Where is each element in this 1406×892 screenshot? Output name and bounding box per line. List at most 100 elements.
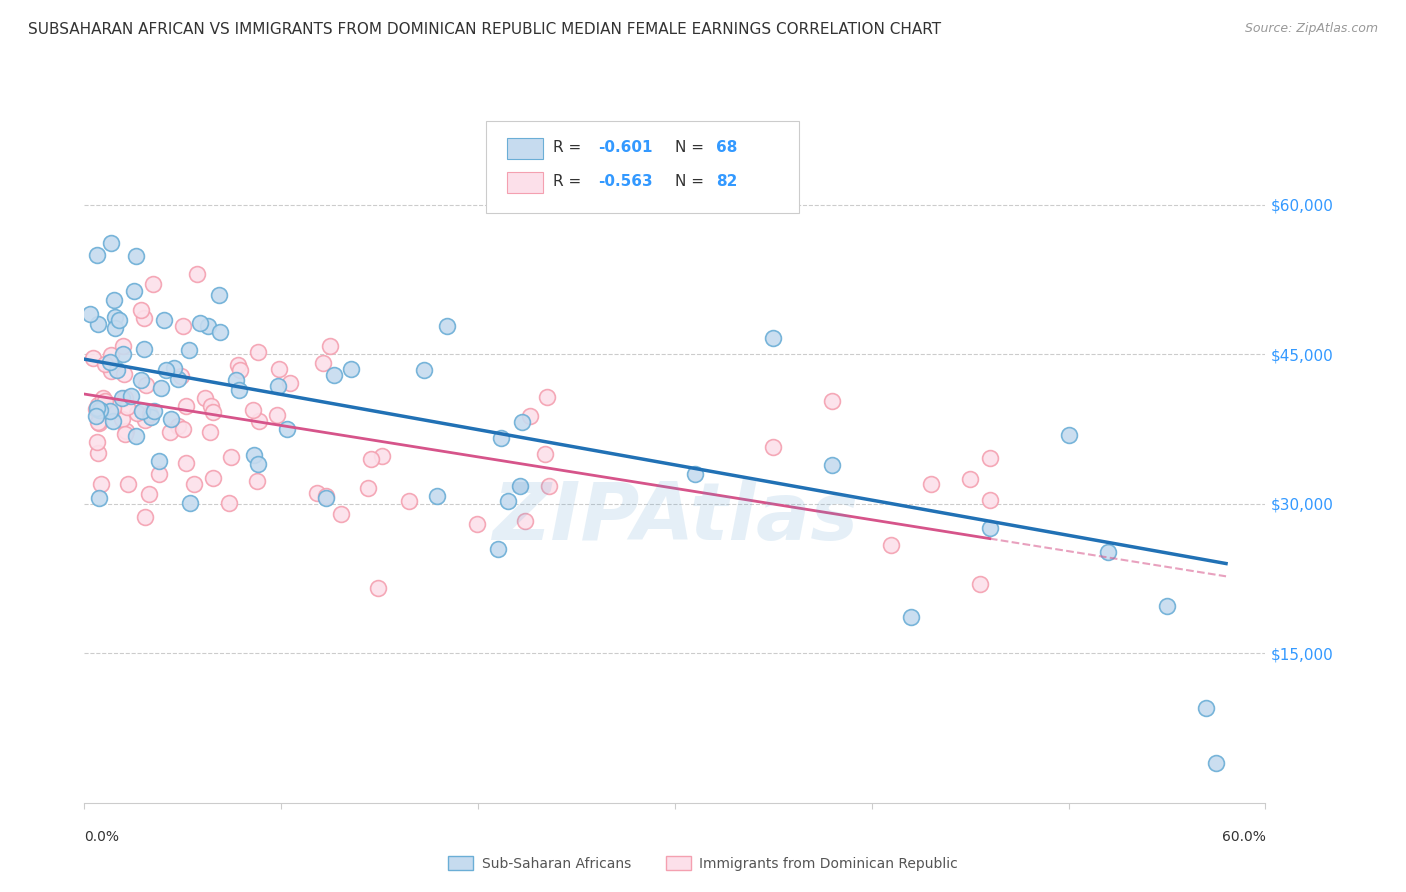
Point xyxy=(318,338,340,352)
Point xyxy=(150,381,173,395)
Point xyxy=(201,471,224,485)
Point xyxy=(97,402,120,417)
Point xyxy=(172,318,194,333)
Point xyxy=(221,450,243,464)
Point xyxy=(226,359,249,373)
Point xyxy=(114,391,136,405)
Point xyxy=(132,310,155,325)
Point xyxy=(87,416,110,430)
Point xyxy=(167,372,190,386)
Point xyxy=(100,403,122,417)
Point xyxy=(278,376,301,391)
Point xyxy=(762,331,785,345)
Point xyxy=(276,422,298,436)
Point xyxy=(103,401,125,415)
Point xyxy=(94,357,117,371)
Point xyxy=(496,494,519,508)
Point xyxy=(247,414,270,428)
Text: 0.0%: 0.0% xyxy=(84,830,120,844)
Point xyxy=(124,285,146,299)
Point xyxy=(242,403,264,417)
Point xyxy=(821,458,844,472)
Point xyxy=(138,487,160,501)
Point xyxy=(426,490,449,504)
Point xyxy=(183,476,205,491)
Text: 82: 82 xyxy=(716,174,738,188)
Point xyxy=(1195,701,1218,715)
FancyBboxPatch shape xyxy=(508,138,543,159)
Point xyxy=(229,363,252,377)
Point xyxy=(86,445,108,459)
Point xyxy=(104,310,127,324)
Point xyxy=(117,477,139,491)
Text: SUBSAHARAN AFRICAN VS IMMIGRANTS FROM DOMINICAN REPUBLIC MEDIAN FEMALE EARNINGS : SUBSAHARAN AFRICAN VS IMMIGRANTS FROM DO… xyxy=(28,22,941,37)
Point xyxy=(100,236,122,251)
Point xyxy=(103,293,125,308)
Point xyxy=(87,317,110,331)
Point xyxy=(330,508,353,522)
Point xyxy=(108,313,131,327)
Legend: Sub-Saharan Africans, Immigrants from Dominican Republic: Sub-Saharan Africans, Immigrants from Do… xyxy=(443,850,963,876)
Text: -0.563: -0.563 xyxy=(598,174,652,188)
Point xyxy=(98,355,121,369)
Point xyxy=(312,356,335,370)
Point xyxy=(115,400,138,414)
Point xyxy=(111,412,134,426)
Point xyxy=(513,514,536,528)
Point xyxy=(269,362,291,376)
Point xyxy=(186,268,208,282)
Text: ZIPAtlas: ZIPAtlas xyxy=(492,479,858,558)
Point xyxy=(129,303,152,318)
Point xyxy=(135,378,157,392)
Point xyxy=(340,362,363,376)
Point xyxy=(1057,428,1080,442)
Point xyxy=(112,347,135,361)
Point xyxy=(228,383,250,397)
Text: R =: R = xyxy=(553,174,586,188)
Point xyxy=(172,422,194,436)
Point xyxy=(114,425,136,439)
Point xyxy=(87,398,110,412)
Point xyxy=(142,277,165,292)
Point xyxy=(163,361,186,376)
Point xyxy=(148,467,170,482)
Point xyxy=(174,399,197,413)
Point xyxy=(200,399,222,413)
Point xyxy=(880,538,903,552)
Point xyxy=(114,427,136,442)
Point xyxy=(534,447,557,461)
Point xyxy=(969,577,991,591)
FancyBboxPatch shape xyxy=(486,121,799,213)
Point xyxy=(510,415,533,429)
Point xyxy=(82,351,104,365)
Point xyxy=(120,389,142,403)
Point xyxy=(179,496,201,510)
Text: N =: N = xyxy=(675,140,709,154)
Point xyxy=(370,450,392,464)
Point xyxy=(209,326,232,340)
Point xyxy=(159,425,181,440)
Point xyxy=(246,474,269,488)
Point xyxy=(267,379,290,393)
Point xyxy=(519,409,541,424)
Point xyxy=(489,431,512,445)
Point xyxy=(979,492,1001,507)
Point xyxy=(1205,756,1227,770)
Point xyxy=(132,343,155,357)
Point xyxy=(79,307,101,321)
Point xyxy=(357,481,380,495)
Point xyxy=(367,581,389,595)
Point xyxy=(198,425,221,440)
Text: R =: R = xyxy=(553,140,586,154)
Point xyxy=(536,390,558,404)
Text: Source: ZipAtlas.com: Source: ZipAtlas.com xyxy=(1244,22,1378,36)
Point xyxy=(1097,545,1119,559)
Point xyxy=(1156,599,1178,614)
Point xyxy=(315,491,337,505)
Point xyxy=(127,406,149,420)
Point xyxy=(323,368,346,382)
Point xyxy=(112,368,135,382)
Point xyxy=(159,412,181,426)
Point xyxy=(86,434,108,449)
Text: N =: N = xyxy=(675,174,709,188)
